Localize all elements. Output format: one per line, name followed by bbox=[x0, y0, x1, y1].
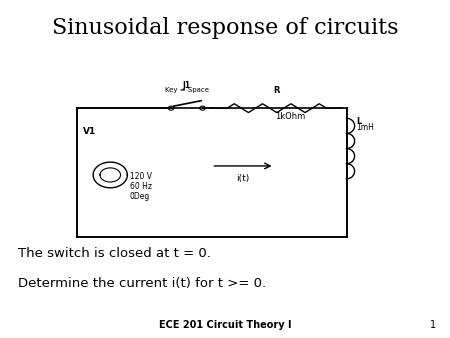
Text: R: R bbox=[274, 86, 280, 95]
Text: ECE 201 Circuit Theory I: ECE 201 Circuit Theory I bbox=[159, 319, 291, 330]
Text: Sinusoidal response of circuits: Sinusoidal response of circuits bbox=[52, 17, 398, 39]
Text: V1: V1 bbox=[83, 127, 96, 136]
Text: 120 V
60 Hz
0Deg: 120 V 60 Hz 0Deg bbox=[130, 172, 152, 201]
Text: 1mH: 1mH bbox=[356, 123, 374, 132]
Text: 1: 1 bbox=[430, 319, 436, 330]
Text: Determine the current i(t) for t >= 0.: Determine the current i(t) for t >= 0. bbox=[18, 277, 266, 290]
Text: i(t): i(t) bbox=[236, 174, 250, 184]
Bar bbox=[76, 108, 346, 237]
Text: J1: J1 bbox=[183, 80, 191, 90]
Text: 1kOhm: 1kOhm bbox=[275, 112, 306, 121]
Text: The switch is closed at t = 0.: The switch is closed at t = 0. bbox=[18, 247, 211, 260]
Text: Key = Space: Key = Space bbox=[165, 87, 209, 93]
Text: L: L bbox=[356, 117, 362, 126]
